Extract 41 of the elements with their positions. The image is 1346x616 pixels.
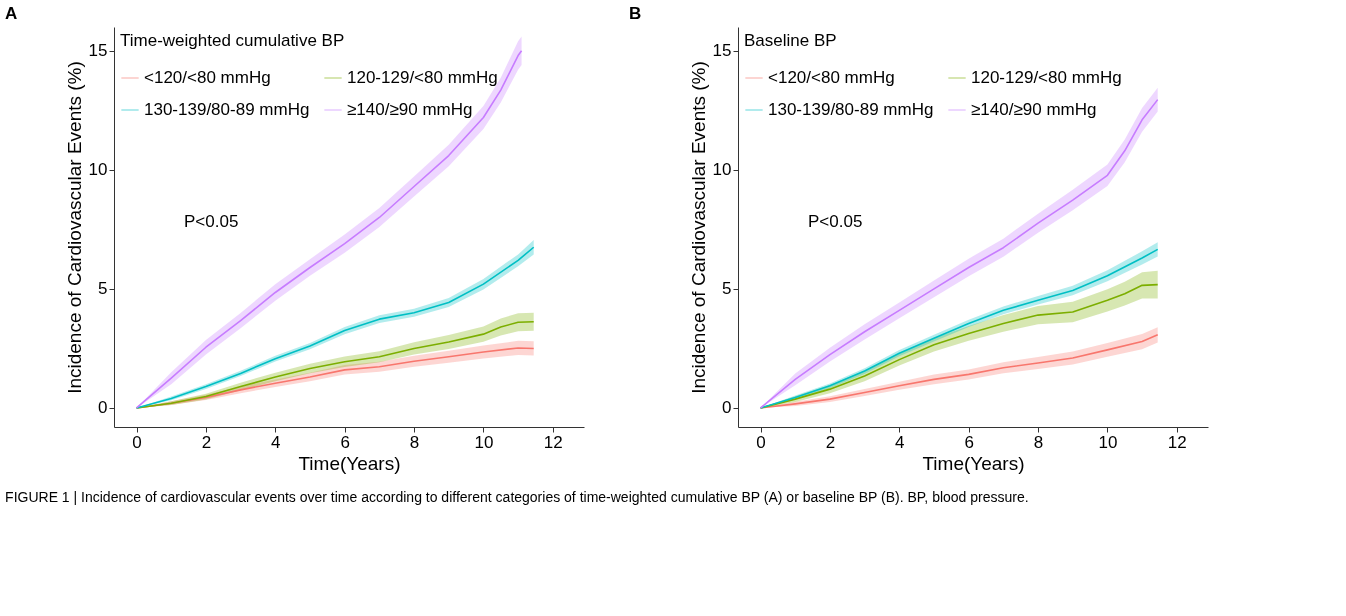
y-tick-label: 10 (88, 160, 108, 180)
chart-title: A (5, 4, 18, 23)
x-tick-label: 4 (895, 432, 905, 452)
y-tick-label: 5 (722, 279, 732, 299)
x-tick-label: 10 (1098, 432, 1118, 452)
legend-label: <120/<80 mmHg (768, 68, 895, 87)
y-tick-label: 10 (712, 160, 732, 180)
x-tick-label: 8 (1033, 432, 1044, 452)
x-tick-label: 12 (543, 432, 563, 452)
y-axis-title: Incidence of Cardiovascular Events (%) (63, 61, 85, 394)
legend-label: ≥140/≥90 mmHg (347, 100, 473, 119)
caption: FIGURE 1 | Incidence of cardiovascular events over time according to different categories of time-weighted cumulative BP (A) or baseline BP (B). BP, blood pressure. (5, 489, 1029, 505)
x-tick-label: 12 (1167, 432, 1187, 452)
x-tick-label: 2 (825, 432, 836, 452)
legend-label: 130-139/80-89 mmHg (768, 100, 934, 119)
y-tick-label: 5 (98, 279, 108, 299)
y-tick-label: 15 (88, 41, 108, 61)
x-axis-title: Time(Years) (922, 452, 1025, 474)
legend-label: <120/<80 mmHg (144, 68, 271, 87)
x-tick-label: 6 (340, 432, 350, 452)
y-tick-label: 0 (722, 398, 732, 418)
legend-label: ≥140/≥90 mmHg (971, 100, 1097, 119)
x-tick-label: 8 (409, 432, 420, 452)
y-axis-title: Incidence of Cardiovascular Events (%) (687, 61, 709, 394)
x-tick-label: 0 (132, 432, 142, 452)
x-axis-title: Time(Years) (298, 452, 401, 474)
x-tick-label: 0 (756, 432, 766, 452)
y-tick-label: 0 (98, 398, 108, 418)
x-tick-label: 6 (964, 432, 974, 452)
annotation: P<0.05 (808, 212, 863, 231)
legend-title: Time-weighted cumulative BP (120, 31, 345, 50)
legend-label: 120-129/<80 mmHg (347, 68, 498, 87)
chart-title: B (629, 4, 642, 23)
x-tick-label: 10 (474, 432, 494, 452)
legend-title: Baseline BP (744, 31, 837, 50)
x-tick-label: 2 (201, 432, 212, 452)
annotation: P<0.05 (184, 212, 239, 231)
legend-label: 130-139/80-89 mmHg (144, 100, 310, 119)
y-tick-label: 15 (712, 41, 732, 61)
legend-label: 120-129/<80 mmHg (971, 68, 1122, 87)
x-tick-label: 4 (271, 432, 281, 452)
